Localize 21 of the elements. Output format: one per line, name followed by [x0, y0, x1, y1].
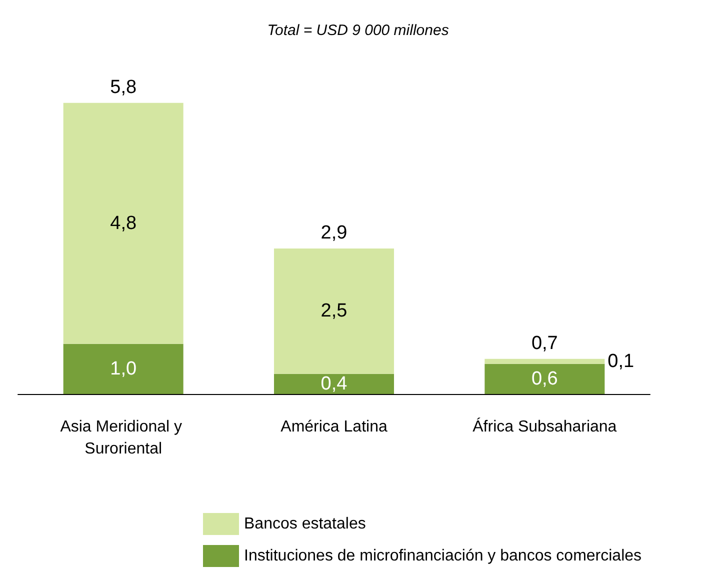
bar [63, 344, 184, 394]
bar [274, 374, 394, 394]
total-label: 2,9 [320, 222, 348, 244]
total-label: 5,8 [110, 76, 137, 98]
bar [484, 364, 605, 394]
legend-label: Instituciones de microfinanciación y bancos comerciales [244, 548, 642, 564]
x-tick-label: África Subsahariana [472, 418, 617, 436]
chart-title: Total = USD 9 000 millones [267, 22, 450, 39]
bar [274, 248, 394, 374]
legend-label: Bancos estatales [244, 516, 366, 532]
x-tick-label: América Latina [280, 418, 388, 436]
data-label: 0,1 [608, 350, 634, 372]
bar [484, 358, 605, 364]
total-label: 0,7 [531, 332, 558, 354]
data-label: 2,5 [320, 300, 348, 322]
data-label: 4,8 [110, 212, 137, 234]
data-label: 0,6 [531, 368, 558, 390]
data-label: 0,4 [320, 373, 348, 394]
data-label: 1,0 [110, 358, 137, 380]
bar [63, 102, 184, 344]
x-tick-label: Asia Meridional y Suroriental [60, 418, 186, 458]
